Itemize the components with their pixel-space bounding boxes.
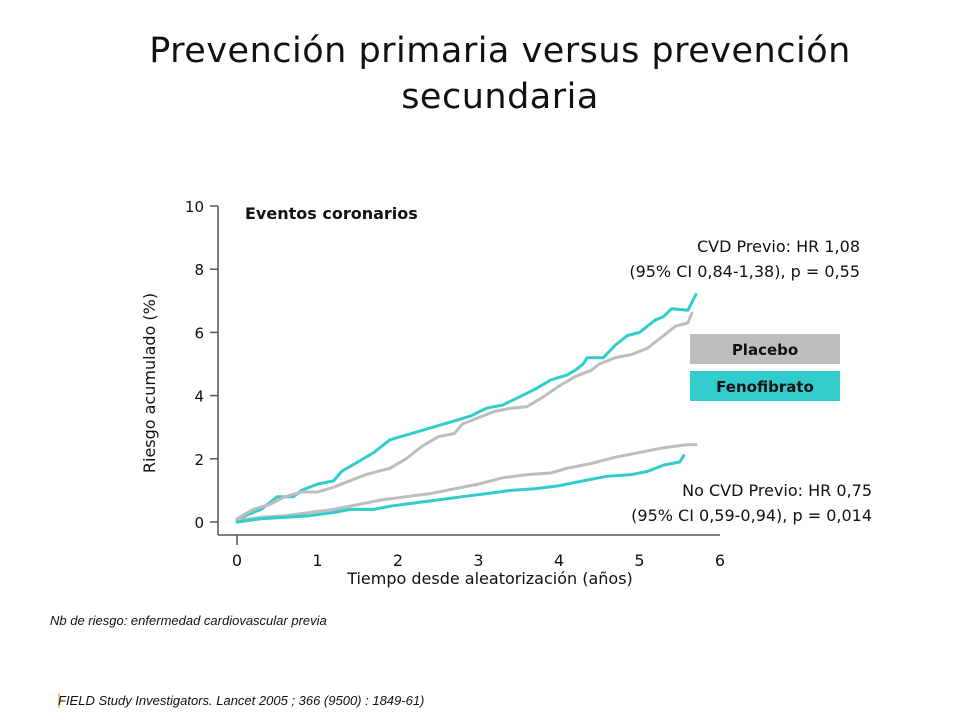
x-tick-label: 4 — [554, 551, 564, 570]
legend-label-placebo: Placebo — [732, 341, 798, 359]
annotation-nocvd-line1: No CVD Previo: HR 0,75 — [682, 481, 872, 500]
x-tick-label: 1 — [312, 551, 322, 570]
y-axis-label: Riesgo acumulado (%) — [140, 293, 159, 473]
citation-marker — [58, 693, 60, 708]
y-tick-label: 4 — [194, 388, 204, 406]
x-tick-label: 5 — [634, 551, 644, 570]
y-tick-label: 10 — [185, 198, 204, 216]
citation: FIELD Study Investigators. Lancet 2005 ;… — [58, 693, 425, 708]
x-tick-label: 2 — [393, 551, 403, 570]
chart-series — [235, 293, 698, 524]
x-axis-label: Tiempo desde aleatorización (años) — [346, 569, 633, 588]
series-line-cvd-previo-placebo — [235, 311, 694, 521]
chart-subtitle: Eventos coronarios — [245, 204, 418, 223]
y-tick-label: 2 — [194, 451, 204, 469]
x-tick-label: 3 — [473, 551, 483, 570]
title-line-1: Prevención primaria versus prevención — [149, 31, 851, 71]
x-tick-label: 0 — [232, 551, 242, 570]
legend-swatch-placebo — [690, 334, 840, 364]
y-tick-label: 8 — [194, 261, 204, 279]
slide-title: Prevención primaria versus prevención se… — [0, 28, 960, 120]
x-tick-label: 6 — [715, 551, 725, 570]
y-tick-label: 6 — [194, 324, 204, 342]
legend-swatch-fenofibrato — [690, 371, 840, 401]
annotation-cvd-line1: CVD Previo: HR 1,08 — [697, 237, 860, 256]
series-line-no-cvd-previo-fenofibrato — [235, 454, 686, 524]
series-line-cvd-previo-fenofibrato — [235, 293, 698, 522]
legend: Placebo Fenofibrato — [690, 334, 840, 401]
y-tick-label: 0 — [194, 514, 204, 532]
annotation-cvd-line2: (95% CI 0,84-1,38), p = 0,55 — [629, 262, 860, 281]
annotation-nocvd-line2: (95% CI 0,59-0,94), p = 0,014 — [631, 506, 872, 525]
legend-label-fenofibrato: Fenofibrato — [716, 378, 814, 396]
footnote: Nb de riesgo: enfermedad cardiovascular … — [50, 613, 327, 628]
series-line-no-cvd-previo-placebo — [235, 443, 698, 522]
title-line-2: secundaria — [401, 77, 599, 117]
chart-axes: 0 2 4 6 8 10 0 1 2 3 4 5 6 — [185, 198, 725, 570]
